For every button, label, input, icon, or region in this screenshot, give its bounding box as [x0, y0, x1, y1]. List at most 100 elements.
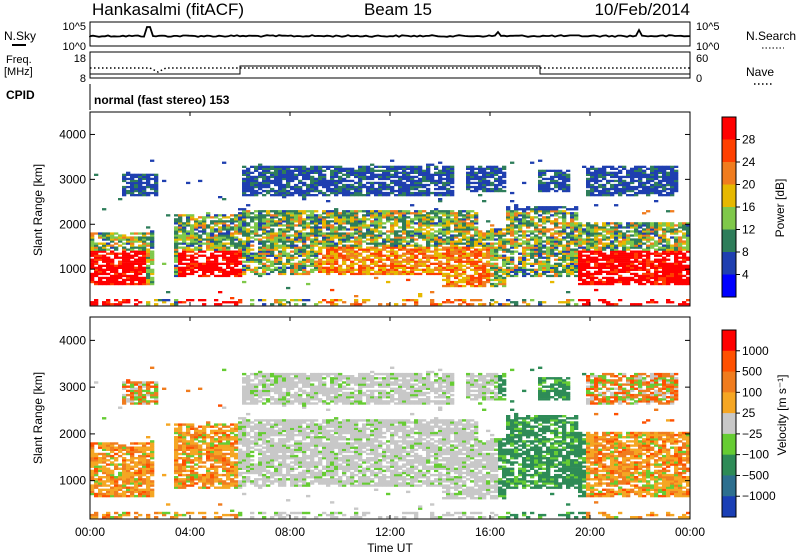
heatmap-cell	[134, 274, 139, 278]
heatmap-cell	[666, 252, 671, 255]
heatmap-cell	[342, 246, 347, 249]
heatmap-cell	[598, 185, 603, 189]
heatmap-cell	[286, 179, 291, 183]
heatmap-cell	[514, 220, 519, 223]
heatmap-cell	[466, 173, 471, 176]
heatmap-cell	[674, 268, 679, 271]
heatmap-cell	[346, 246, 351, 249]
heatmap-cell	[482, 282, 487, 286]
heatmap-cell	[218, 218, 223, 221]
heatmap-cell	[306, 226, 311, 229]
heatmap-cell	[174, 258, 179, 261]
heatmap-cell	[202, 274, 207, 278]
heatmap-cell	[666, 228, 671, 231]
heatmap-cell	[134, 254, 139, 257]
heatmap-cell	[554, 222, 559, 225]
heatmap-cell	[662, 232, 667, 235]
heatmap-cell	[190, 244, 195, 247]
heatmap-cell	[314, 167, 319, 170]
heatmap-cell	[574, 303, 579, 306]
heatmap-cell	[130, 278, 135, 282]
heatmap-cell	[382, 171, 387, 174]
heatmap-cell	[250, 252, 255, 255]
heatmap-cell	[258, 228, 263, 231]
heatmap-cell	[478, 194, 483, 197]
heatmap-cell	[334, 232, 339, 235]
heatmap-cell	[630, 244, 635, 247]
heatmap-cell	[414, 171, 419, 174]
heatmap-cell	[366, 218, 371, 221]
heatmap-cell	[334, 185, 339, 189]
heatmap-cell	[450, 248, 455, 251]
heatmap-cell	[546, 250, 551, 253]
heatmap-cell	[122, 238, 127, 241]
heatmap-cell	[558, 187, 563, 191]
heatmap-cell	[586, 234, 591, 237]
heatmap-cell	[566, 270, 571, 273]
heatmap-cell	[474, 250, 479, 253]
heatmap-cell	[366, 256, 371, 259]
heatmap-cell	[414, 268, 419, 271]
heatmap-cell	[494, 165, 499, 168]
heatmap-cell	[442, 228, 447, 231]
heatmap-cell	[578, 276, 583, 280]
heatmap-cell	[326, 236, 331, 239]
heatmap-cell	[470, 220, 475, 223]
heatmap-cell	[674, 266, 679, 269]
heatmap-cell	[222, 252, 227, 255]
heatmap-cell	[610, 171, 615, 174]
heatmap-cell	[430, 175, 435, 179]
heatmap-cell	[494, 177, 499, 181]
heatmap-cell	[290, 171, 295, 174]
heatmap-cell	[574, 252, 579, 255]
heatmap-cell	[334, 210, 339, 213]
heatmap-cell	[334, 248, 339, 251]
heatmap-cell	[486, 238, 491, 241]
heatmap-cell	[550, 248, 555, 251]
heatmap-cell	[266, 165, 271, 168]
heatmap-cell	[126, 262, 131, 265]
heatmap-cell	[478, 280, 483, 284]
heatmap-cell	[326, 194, 331, 197]
heatmap-cell	[278, 222, 283, 225]
heatmap-cell	[498, 169, 503, 172]
heatmap-cell	[366, 254, 371, 257]
heatmap-cell	[358, 234, 363, 237]
heatmap-cell	[462, 260, 467, 263]
heatmap-cell	[178, 258, 183, 261]
heatmap-cell	[282, 191, 287, 195]
heatmap-cell	[242, 256, 247, 259]
heatmap-cell	[442, 167, 447, 170]
heatmap-cell	[130, 244, 135, 247]
heatmap-cell	[346, 254, 351, 257]
heatmap-cell	[310, 218, 315, 221]
heatmap-cell	[138, 240, 143, 243]
heatmap-cell	[598, 250, 603, 253]
heatmap-cell	[502, 264, 507, 267]
heatmap-cell	[490, 232, 495, 235]
heatmap-cell	[446, 258, 451, 261]
heatmap-cell	[494, 266, 499, 269]
heatmap-cell	[398, 187, 403, 191]
heatmap-cell	[386, 214, 391, 217]
heatmap-cell	[182, 222, 187, 225]
heatmap-cell	[294, 264, 299, 267]
heatmap-cell	[246, 244, 251, 247]
heatmap-cell	[294, 185, 299, 189]
heatmap-cell	[374, 169, 379, 172]
heatmap-cell	[126, 252, 131, 255]
heatmap-cell	[490, 238, 495, 241]
heatmap-cell	[266, 246, 271, 249]
heatmap-cell	[246, 179, 251, 183]
heatmap-cell	[414, 183, 419, 187]
heatmap-cell	[542, 266, 547, 269]
heatmap-cell	[262, 189, 267, 193]
heatmap-cell	[666, 244, 671, 247]
heatmap-cell	[438, 242, 443, 245]
heatmap-cell	[314, 216, 319, 219]
heatmap-cell	[622, 175, 627, 179]
heatmap-cell	[290, 272, 295, 276]
heatmap-cell	[638, 278, 643, 282]
heatmap-cell	[458, 212, 463, 215]
heatmap-cell	[474, 262, 479, 265]
